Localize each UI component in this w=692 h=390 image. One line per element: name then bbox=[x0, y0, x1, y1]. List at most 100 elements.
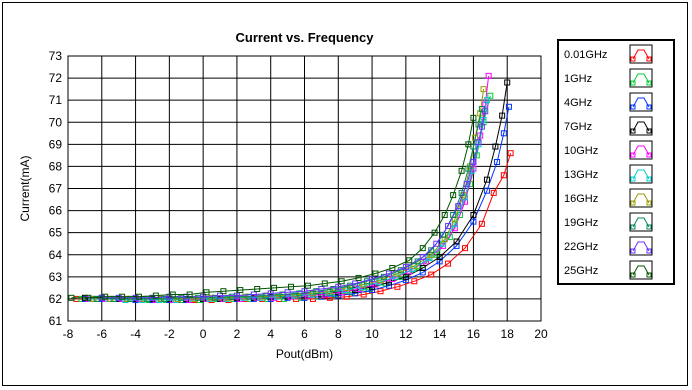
data-point bbox=[482, 108, 489, 115]
series-line bbox=[88, 75, 490, 301]
x-tick-label: 18 bbox=[501, 327, 515, 341]
legend-swatch-marker bbox=[646, 176, 652, 182]
data-point bbox=[132, 294, 139, 301]
data-point bbox=[267, 290, 274, 297]
data-point bbox=[441, 212, 448, 218]
data-point bbox=[389, 265, 396, 271]
series-line bbox=[81, 95, 491, 301]
legend-swatch-marker bbox=[646, 80, 652, 86]
series-line bbox=[84, 106, 510, 301]
data-point bbox=[455, 203, 462, 210]
series-line bbox=[91, 100, 488, 301]
data-point bbox=[68, 294, 75, 301]
data-point bbox=[385, 270, 392, 277]
data-point bbox=[237, 287, 244, 294]
series-line bbox=[101, 111, 486, 299]
data-point bbox=[458, 189, 465, 196]
x-tick-label: 6 bbox=[301, 327, 308, 341]
data-point bbox=[453, 242, 460, 249]
data-point bbox=[284, 289, 291, 296]
data-point bbox=[186, 291, 193, 298]
data-point bbox=[78, 295, 85, 302]
legend-swatch-line bbox=[632, 241, 650, 252]
data-point bbox=[465, 165, 472, 172]
legend-item: 0.01GHz bbox=[564, 44, 653, 64]
y-tick-label: 66 bbox=[49, 204, 63, 218]
legend-swatch-box bbox=[629, 164, 653, 184]
y-tick-label: 67 bbox=[49, 182, 63, 196]
y-tick-label: 68 bbox=[49, 159, 63, 173]
data-point bbox=[352, 290, 359, 297]
x-tick-label: 8 bbox=[335, 327, 342, 341]
data-point bbox=[233, 292, 240, 299]
data-point bbox=[461, 198, 468, 205]
legend-item: 4GHz bbox=[564, 92, 653, 112]
legend-swatch-line bbox=[632, 97, 650, 108]
legend-swatch-box bbox=[629, 68, 653, 88]
data-point bbox=[485, 72, 492, 79]
data-point bbox=[372, 270, 379, 277]
legend-label: 1GHz bbox=[564, 73, 592, 85]
data-point bbox=[463, 181, 470, 188]
data-point bbox=[475, 139, 482, 146]
series-line bbox=[71, 117, 474, 299]
data-point bbox=[492, 143, 499, 150]
data-point bbox=[428, 247, 435, 254]
series-10GHz bbox=[85, 72, 492, 304]
data-point bbox=[394, 283, 401, 290]
data-point bbox=[445, 223, 452, 230]
series-1GHz bbox=[78, 92, 494, 304]
legend-label: 16GHz bbox=[564, 193, 598, 205]
legend-swatch-box bbox=[629, 188, 653, 208]
x-tick-label: -4 bbox=[130, 327, 141, 341]
data-point bbox=[428, 251, 435, 258]
series-19GHz bbox=[93, 106, 485, 302]
data-point bbox=[451, 216, 458, 223]
data-point bbox=[470, 212, 477, 218]
legend-swatch-marker bbox=[630, 176, 636, 182]
legend-swatch-marker bbox=[646, 272, 652, 278]
data-point bbox=[250, 291, 257, 298]
data-point bbox=[478, 220, 485, 227]
data-point bbox=[380, 273, 387, 280]
plot-area bbox=[67, 55, 542, 322]
chart-title: Current vs. Frequency bbox=[236, 30, 375, 45]
legend-swatch-box bbox=[629, 140, 653, 160]
legend-swatch-line bbox=[632, 49, 650, 60]
data-point bbox=[505, 103, 512, 110]
legend-swatch-box bbox=[629, 236, 653, 256]
data-point bbox=[431, 229, 438, 236]
x-tick-label: 20 bbox=[534, 327, 548, 341]
legend-swatch-marker bbox=[630, 224, 636, 230]
legend-swatch-line bbox=[632, 121, 650, 132]
data-point bbox=[507, 150, 514, 157]
legend-label: 25GHz bbox=[564, 265, 598, 277]
data-point bbox=[483, 187, 490, 194]
series-7GHz bbox=[81, 79, 511, 302]
data-point bbox=[402, 277, 409, 284]
data-point bbox=[321, 280, 328, 287]
x-tick-label: 2 bbox=[234, 327, 241, 341]
legend-item: 10GHz bbox=[564, 140, 653, 160]
data-point bbox=[369, 276, 376, 283]
x-tick-label: 4 bbox=[267, 327, 274, 341]
data-point bbox=[458, 167, 465, 174]
data-point bbox=[504, 79, 511, 86]
legend-label: 22GHz bbox=[564, 241, 598, 253]
data-point bbox=[419, 269, 426, 276]
data-point bbox=[135, 293, 142, 300]
x-tick-label: 16 bbox=[467, 327, 481, 341]
legend-swatch-line bbox=[632, 265, 650, 276]
data-point bbox=[402, 273, 409, 280]
legend-swatch-line bbox=[632, 169, 650, 180]
x-tick-label: -2 bbox=[164, 327, 175, 341]
data-point bbox=[483, 97, 490, 104]
data-point bbox=[115, 294, 122, 301]
data-point bbox=[200, 293, 207, 300]
legend-label: 0.01GHz bbox=[564, 49, 607, 61]
legend-swatch-box bbox=[629, 116, 653, 136]
y-tick-label: 69 bbox=[49, 137, 63, 151]
legend-swatch-box bbox=[629, 260, 653, 280]
data-point bbox=[440, 231, 447, 238]
data-point bbox=[419, 245, 426, 252]
